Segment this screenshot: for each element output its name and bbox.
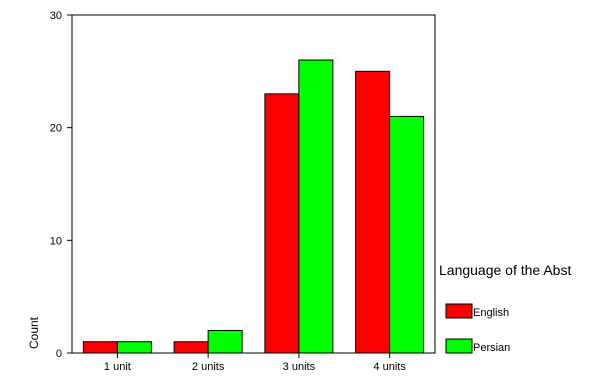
bar-english-2 — [173, 341, 209, 354]
legend: Language of the Abst English Persian — [439, 262, 571, 354]
y-axis-label: Count — [27, 316, 41, 349]
bar-persian-4 — [389, 115, 425, 354]
y-tick-label: 10 — [50, 235, 62, 247]
x-tick-label: 3 units — [283, 361, 316, 373]
legend-label-persian: Persian — [473, 342, 510, 354]
x-tick-label: 4 units — [373, 361, 406, 373]
bar-english-3 — [264, 93, 300, 354]
x-tick-label: 2 units — [192, 361, 225, 373]
bar-english-4 — [355, 70, 391, 354]
legend-swatch-persian — [445, 338, 473, 354]
legend-swatch-english — [445, 303, 473, 319]
plot-frame — [71, 14, 436, 354]
plot-area: 0 10 20 30 1 unit 2 units 3 units 4 units — [50, 10, 436, 373]
legend-title: Language of the Abst — [439, 262, 571, 278]
legend-label-english: English — [473, 307, 509, 319]
y-tick-label: 20 — [50, 123, 62, 135]
bar-persian-1 — [116, 341, 152, 354]
x-tick-label: 1 unit — [104, 361, 131, 373]
y-tick-label: 0 — [56, 348, 62, 360]
y-tick-label: 30 — [50, 10, 62, 22]
bar-persian-2 — [207, 329, 243, 354]
bar-persian-3 — [298, 59, 334, 354]
bar-english-1 — [82, 341, 118, 354]
